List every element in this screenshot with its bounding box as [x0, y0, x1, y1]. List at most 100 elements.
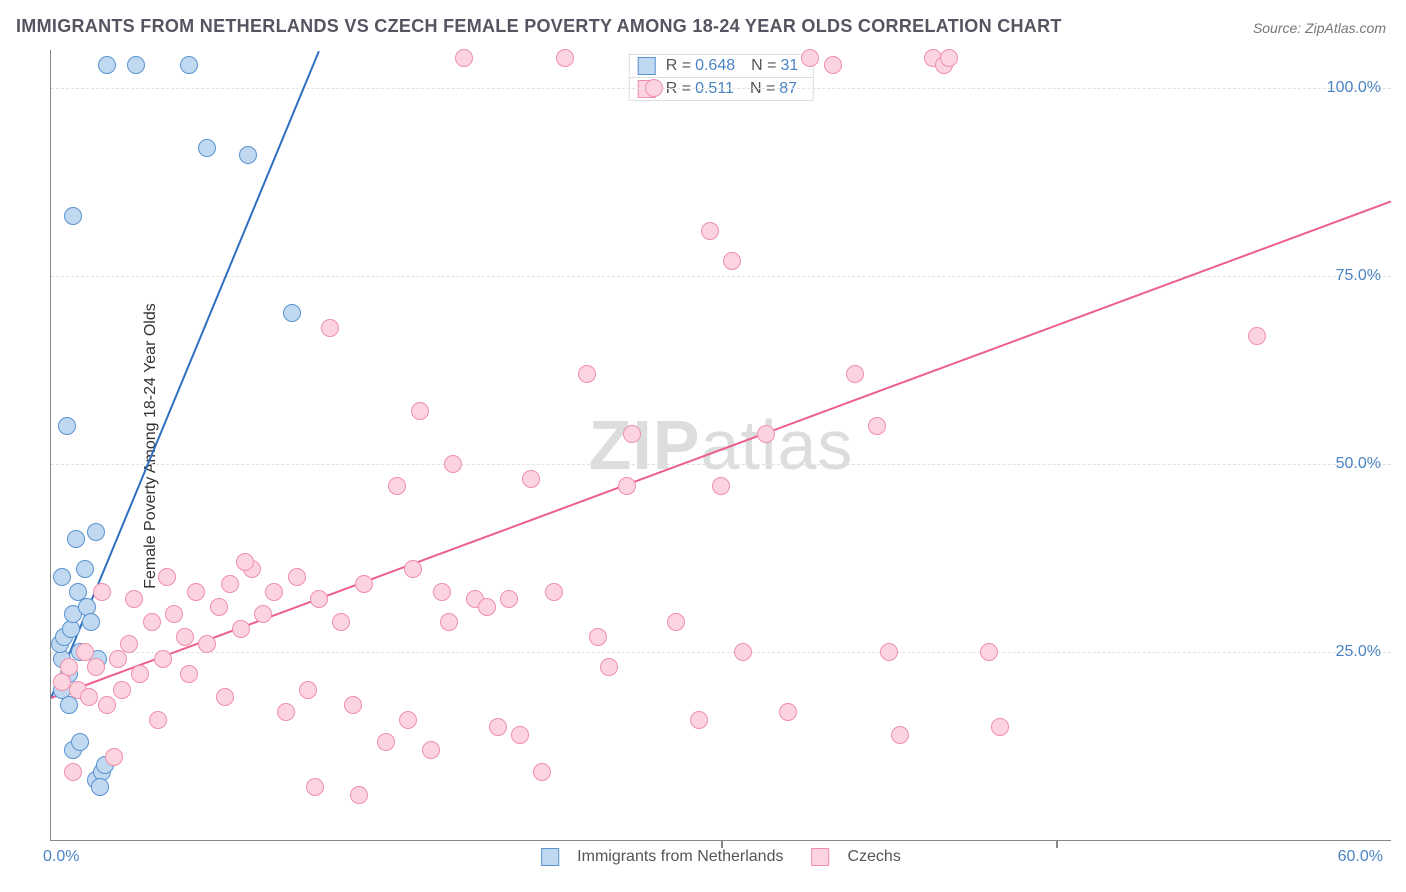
- scatter-point: [734, 643, 752, 661]
- stat-n-value-b: 87: [779, 80, 797, 98]
- scatter-point: [180, 665, 198, 683]
- scatter-point: [444, 455, 462, 473]
- scatter-point: [522, 470, 540, 488]
- scatter-point: [67, 530, 85, 548]
- stat-n-label: N =: [750, 80, 775, 98]
- chart-container: IMMIGRANTS FROM NETHERLANDS VS CZECH FEM…: [0, 0, 1406, 892]
- scatter-point: [399, 711, 417, 729]
- scatter-point: [93, 583, 111, 601]
- scatter-point: [712, 477, 730, 495]
- legend-label-a: Immigrants from Netherlands: [577, 848, 783, 866]
- scatter-point: [779, 703, 797, 721]
- watermark: ZIPatlas: [589, 405, 854, 485]
- y-tick-label: 25.0%: [1336, 643, 1381, 661]
- scatter-point: [82, 613, 100, 631]
- scatter-point: [623, 425, 641, 443]
- scatter-point: [411, 402, 429, 420]
- scatter-point: [127, 56, 145, 74]
- scatter-point: [64, 763, 82, 781]
- scatter-point: [556, 49, 574, 67]
- stat-r-label: R =: [666, 80, 691, 98]
- stat-n-value-a: 31: [780, 57, 798, 75]
- scatter-point: [154, 650, 172, 668]
- scatter-point: [198, 635, 216, 653]
- scatter-point: [120, 635, 138, 653]
- plot-area: ZIPatlas R = 0.648 N = 31 R = 0.511 N = …: [50, 50, 1391, 841]
- scatter-point: [344, 696, 362, 714]
- scatter-point: [216, 688, 234, 706]
- scatter-point: [667, 613, 685, 631]
- scatter-point: [306, 778, 324, 796]
- scatter-point: [404, 560, 422, 578]
- scatter-point: [589, 628, 607, 646]
- scatter-point: [388, 477, 406, 495]
- scatter-point: [489, 718, 507, 736]
- scatter-point: [757, 425, 775, 443]
- scatter-point: [239, 146, 257, 164]
- x-tick-mark: [721, 840, 723, 848]
- scatter-point: [618, 477, 636, 495]
- bottom-legend: Immigrants from Netherlands Czechs: [541, 848, 901, 866]
- watermark-bold: ZIP: [589, 406, 701, 484]
- scatter-point: [433, 583, 451, 601]
- scatter-point: [321, 319, 339, 337]
- scatter-point: [440, 613, 458, 631]
- scatter-point: [105, 748, 123, 766]
- scatter-point: [478, 598, 496, 616]
- scatter-point: [198, 139, 216, 157]
- scatter-point: [210, 598, 228, 616]
- scatter-point: [80, 688, 98, 706]
- scatter-point: [511, 726, 529, 744]
- scatter-point: [723, 252, 741, 270]
- gridline: [51, 88, 1391, 89]
- scatter-point: [176, 628, 194, 646]
- scatter-point: [125, 590, 143, 608]
- scatter-point: [801, 49, 819, 67]
- chart-title: IMMIGRANTS FROM NETHERLANDS VS CZECH FEM…: [16, 16, 1062, 37]
- legend-swatch-b: [811, 848, 829, 866]
- stats-row-series-a: R = 0.648 N = 31: [630, 55, 813, 78]
- scatter-point: [645, 79, 663, 97]
- scatter-point: [880, 643, 898, 661]
- scatter-point: [422, 741, 440, 759]
- scatter-point: [455, 49, 473, 67]
- scatter-point: [64, 207, 82, 225]
- scatter-point: [236, 553, 254, 571]
- watermark-light: atlas: [701, 406, 854, 484]
- y-tick-label: 100.0%: [1327, 79, 1381, 97]
- scatter-point: [76, 560, 94, 578]
- scatter-point: [109, 650, 127, 668]
- scatter-point: [187, 583, 205, 601]
- scatter-point: [98, 56, 116, 74]
- scatter-point: [254, 605, 272, 623]
- scatter-point: [332, 613, 350, 631]
- scatter-point: [891, 726, 909, 744]
- scatter-point: [165, 605, 183, 623]
- scatter-point: [578, 365, 596, 383]
- scatter-point: [868, 417, 886, 435]
- y-tick-label: 50.0%: [1336, 455, 1381, 473]
- legend-item-b: Czechs: [811, 848, 900, 866]
- scatter-point: [991, 718, 1009, 736]
- legend-item-a: Immigrants from Netherlands: [541, 848, 783, 866]
- scatter-point: [377, 733, 395, 751]
- scatter-point: [690, 711, 708, 729]
- scatter-point: [87, 523, 105, 541]
- legend-label-b: Czechs: [847, 848, 900, 866]
- scatter-point: [701, 222, 719, 240]
- scatter-point: [940, 49, 958, 67]
- stat-n-label: N =: [751, 57, 776, 75]
- scatter-point: [131, 665, 149, 683]
- scatter-point: [143, 613, 161, 631]
- x-tick-label: 0.0%: [43, 848, 79, 866]
- scatter-point: [283, 304, 301, 322]
- scatter-point: [158, 568, 176, 586]
- scatter-point: [533, 763, 551, 781]
- gridline: [51, 464, 1391, 465]
- scatter-point: [277, 703, 295, 721]
- scatter-point: [98, 696, 116, 714]
- scatter-point: [53, 568, 71, 586]
- gridline: [51, 652, 1391, 653]
- scatter-point: [149, 711, 167, 729]
- scatter-point: [355, 575, 373, 593]
